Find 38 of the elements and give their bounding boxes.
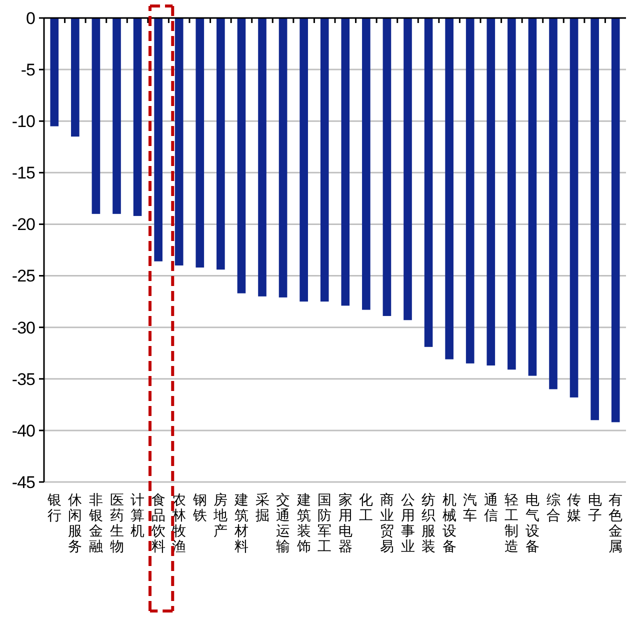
x-tick-label: 汽车 bbox=[463, 492, 478, 524]
x-tick-label: 休闲服务 bbox=[68, 492, 82, 555]
x-tick-label: 纺织服装 bbox=[422, 492, 436, 555]
x-tick-label: 计算机 bbox=[130, 492, 145, 540]
x-tick-label: 交通运输 bbox=[276, 492, 290, 555]
x-tick-label: 化工 bbox=[359, 492, 374, 524]
x-tick-label: 综合 bbox=[546, 492, 560, 524]
x-tick-label: 机械设备 bbox=[442, 492, 456, 555]
x-tick-label: 国防军工 bbox=[318, 494, 332, 555]
y-tick-label: -10 bbox=[12, 112, 36, 132]
x-tick-label: 建筑装饰 bbox=[296, 492, 311, 555]
y-tick-label: -15 bbox=[12, 164, 36, 183]
x-tick-label: 房地产 bbox=[212, 492, 228, 540]
x-tick-label: 钢铁 bbox=[192, 492, 207, 524]
x-tick-label: 电子 bbox=[588, 492, 602, 524]
y-tick-label: -35 bbox=[12, 370, 36, 389]
y-tick-label: 0 bbox=[26, 8, 36, 28]
x-tick-label: 银行 bbox=[46, 492, 62, 524]
x-tick-label: 轻工制造 bbox=[504, 492, 519, 555]
x-tick-label: 公用事业 bbox=[400, 492, 415, 555]
x-tick-label: 商业贸易 bbox=[380, 492, 394, 555]
y-tick-label: -45 bbox=[12, 472, 36, 492]
x-tick-label: 有色金属 bbox=[608, 492, 623, 555]
y-tick-label: -25 bbox=[12, 266, 36, 286]
x-tick-label: 食品饮料 bbox=[150, 492, 166, 555]
x-tick-label: 医药生物 bbox=[110, 494, 124, 555]
x-tick-label: 非银金融 bbox=[88, 492, 103, 555]
y-tick-label: -30 bbox=[12, 318, 36, 338]
x-tick-label: 电气设备 bbox=[525, 492, 540, 555]
y-tick-label: -40 bbox=[12, 421, 36, 440]
x-tick-label: 通信 bbox=[484, 492, 498, 524]
x-tick-label: 传媒 bbox=[567, 492, 582, 524]
x-tick-label: 建筑材料 bbox=[233, 492, 248, 555]
x-tick-label: 采掘 bbox=[255, 492, 270, 524]
x-tick-label: 农林牧渔 bbox=[171, 492, 186, 555]
y-tick-label: -5 bbox=[20, 60, 36, 80]
y-tick-label: -20 bbox=[12, 215, 36, 234]
x-tick-label: 家用电器 bbox=[338, 492, 352, 555]
